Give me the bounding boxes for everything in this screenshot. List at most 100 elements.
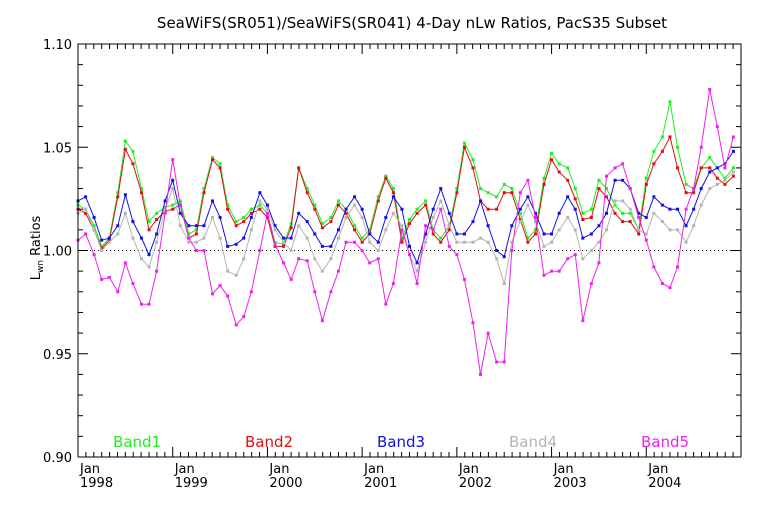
data-point-band5 bbox=[273, 242, 277, 246]
y-axis-label: Lwn Ratios bbox=[29, 215, 46, 280]
data-point-band3 bbox=[589, 232, 593, 236]
data-point-band4 bbox=[273, 228, 277, 232]
data-point-band3 bbox=[723, 162, 727, 166]
data-point-band2 bbox=[510, 191, 514, 195]
data-point-band3 bbox=[147, 253, 151, 257]
data-point-band5 bbox=[178, 203, 182, 207]
data-point-band1 bbox=[550, 151, 554, 155]
legend-item-band5: Band5 bbox=[641, 433, 689, 451]
data-point-band4 bbox=[581, 257, 585, 261]
data-point-band2 bbox=[699, 166, 703, 170]
chart-title: SeaWiFS(SR051)/SeaWiFS(SR041) 4-Day nLw … bbox=[157, 14, 667, 32]
data-point-band2 bbox=[692, 191, 696, 195]
data-point-band5 bbox=[471, 321, 475, 325]
data-point-band4 bbox=[415, 269, 419, 273]
data-point-band2 bbox=[273, 244, 277, 248]
data-point-band3 bbox=[652, 195, 656, 199]
data-point-band3 bbox=[265, 203, 269, 207]
data-point-band4 bbox=[376, 249, 380, 252]
data-point-band1 bbox=[424, 199, 428, 203]
data-point-band1 bbox=[684, 182, 688, 186]
data-point-band2 bbox=[518, 218, 522, 222]
data-point-band3 bbox=[178, 211, 182, 215]
data-point-band5 bbox=[84, 232, 88, 236]
data-point-band3 bbox=[431, 207, 435, 211]
data-point-band4 bbox=[92, 228, 96, 232]
data-point-band1 bbox=[155, 211, 159, 215]
data-point-band3 bbox=[297, 211, 301, 215]
data-point-band3 bbox=[676, 207, 680, 211]
data-point-band4 bbox=[123, 211, 127, 215]
data-point-band3 bbox=[336, 228, 340, 232]
data-point-band1 bbox=[123, 139, 127, 143]
data-point-band4 bbox=[258, 199, 262, 203]
data-point-band5 bbox=[542, 273, 546, 277]
data-point-band5 bbox=[581, 319, 585, 323]
data-point-band2 bbox=[715, 176, 719, 180]
data-point-band2 bbox=[550, 158, 554, 162]
data-point-band4 bbox=[455, 240, 459, 244]
data-point-band4 bbox=[107, 240, 111, 244]
data-point-band4 bbox=[715, 182, 719, 186]
x-tick-label-month: Jan bbox=[458, 462, 479, 477]
y-tick-label: 1.00 bbox=[43, 245, 72, 260]
data-point-band2 bbox=[605, 195, 609, 199]
data-point-band1 bbox=[708, 156, 712, 160]
data-point-band2 bbox=[202, 191, 206, 195]
data-point-band4 bbox=[597, 240, 601, 244]
data-point-band2 bbox=[731, 174, 735, 178]
data-point-band5 bbox=[202, 249, 206, 252]
data-point-band2 bbox=[210, 158, 214, 162]
data-point-band3 bbox=[273, 224, 277, 228]
data-point-band5 bbox=[282, 261, 286, 265]
data-point-band1 bbox=[289, 222, 293, 226]
x-tick-label-month: Jan bbox=[268, 462, 289, 477]
y-axis-label-main: L bbox=[29, 272, 44, 280]
legend-item-band3: Band3 bbox=[377, 433, 425, 451]
data-point-band3 bbox=[699, 187, 703, 191]
data-point-band3 bbox=[116, 224, 120, 228]
data-point-band2 bbox=[218, 166, 222, 170]
data-point-band5 bbox=[163, 211, 167, 215]
data-point-band3 bbox=[92, 215, 96, 219]
data-point-band2 bbox=[542, 182, 546, 186]
data-point-band2 bbox=[147, 228, 151, 232]
data-point-band1 bbox=[495, 195, 499, 199]
data-point-band5 bbox=[692, 187, 696, 191]
data-point-band5 bbox=[368, 261, 372, 265]
data-point-band2 bbox=[637, 232, 641, 236]
data-point-band3 bbox=[550, 232, 554, 236]
data-point-band2 bbox=[557, 170, 561, 174]
data-point-band4 bbox=[684, 240, 688, 244]
y-tick-label: 0.95 bbox=[43, 348, 72, 363]
data-point-band3 bbox=[391, 195, 395, 199]
data-point-band4 bbox=[234, 273, 238, 277]
data-point-band4 bbox=[621, 199, 625, 203]
data-point-band1 bbox=[336, 199, 340, 203]
data-point-band1 bbox=[305, 187, 309, 191]
data-point-band3 bbox=[479, 199, 483, 203]
data-point-band2 bbox=[107, 238, 111, 242]
data-point-band4 bbox=[313, 257, 317, 261]
data-point-band2 bbox=[471, 166, 475, 170]
data-point-band4 bbox=[439, 199, 443, 203]
data-point-band5 bbox=[715, 125, 719, 129]
x-tick-label-year: 2003 bbox=[554, 476, 587, 491]
data-point-band3 bbox=[384, 215, 388, 219]
data-point-band2 bbox=[621, 220, 625, 224]
data-point-band4 bbox=[320, 269, 324, 273]
data-point-band3 bbox=[400, 207, 404, 211]
data-point-band3 bbox=[415, 261, 419, 265]
data-point-band5 bbox=[447, 244, 451, 248]
data-point-band4 bbox=[131, 236, 135, 240]
data-point-band5 bbox=[391, 282, 395, 286]
data-point-band4 bbox=[708, 187, 712, 191]
series-layer bbox=[76, 87, 735, 376]
data-point-band5 bbox=[502, 360, 506, 364]
data-point-band5 bbox=[621, 162, 625, 166]
data-point-band4 bbox=[265, 207, 269, 211]
data-point-band1 bbox=[100, 244, 104, 248]
data-point-band1 bbox=[163, 205, 167, 209]
data-point-band2 bbox=[100, 246, 104, 250]
data-point-band4 bbox=[116, 232, 120, 236]
